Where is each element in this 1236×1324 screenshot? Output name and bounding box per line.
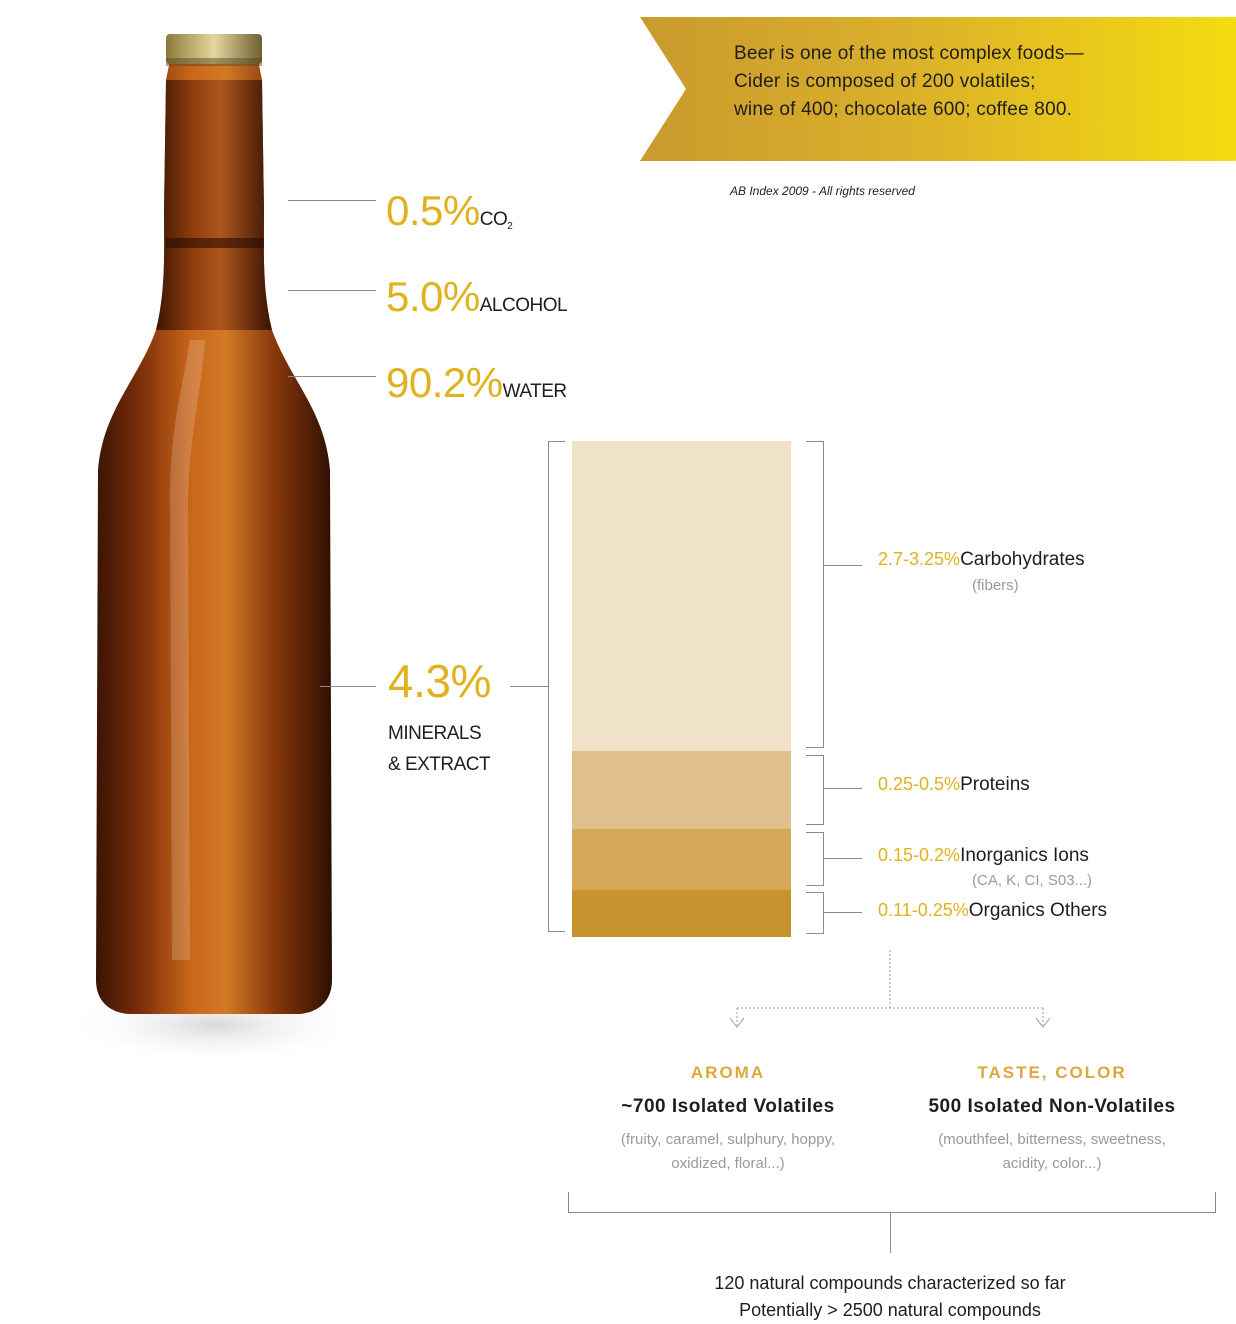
aroma-arrow-icon — [729, 1017, 745, 1028]
water-leader-line — [288, 376, 376, 377]
carbohydrates-bracket — [806, 441, 824, 748]
quote-banner — [640, 17, 1236, 161]
organics-range: 0.11-0.25% — [878, 900, 969, 920]
alcohol-label: ALCOHOL — [479, 295, 568, 316]
compounds-stem — [890, 1213, 891, 1253]
proteins-segment — [572, 751, 791, 829]
beer-bottle-image — [0, 0, 365, 1080]
co2-stat: 0.5%CO2 — [386, 187, 513, 234]
carbohydrates-segment — [572, 441, 791, 751]
beer-bottle-illustration — [65, 34, 365, 1065]
aroma-desc-line-2: oxidized, floral...) — [671, 1155, 785, 1172]
taste-arrow-icon — [1035, 1017, 1051, 1028]
taste-description: (mouthfeel, bitterness, sweetness, acidi… — [894, 1128, 1210, 1176]
water-stat: 90.2%WATER — [386, 362, 567, 404]
co2-label: CO — [479, 209, 508, 230]
compounds-line-2: Potentially > 2500 natural compounds — [739, 1300, 1041, 1320]
proteins-bracket — [806, 755, 824, 825]
inorganics-segment — [572, 829, 791, 890]
inorganics-range: 0.15-0.2% — [878, 845, 961, 865]
proteins-name: Proteins — [960, 774, 1030, 795]
extract-connector-line — [510, 686, 548, 687]
alcohol-value: 5.0% — [386, 273, 480, 320]
taste-count: 500 Isolated Non-Volatiles — [928, 1096, 1176, 1117]
inorganics-note: (CA, K, CI, S03...) — [972, 872, 1093, 889]
taste-desc-line-1: (mouthfeel, bitterness, sweetness, — [938, 1131, 1166, 1148]
copyright-credit: AB Index 2009 - All rights reserved — [730, 184, 915, 198]
inorganics-label: 0.15-0.2%Inorganics Ions — [878, 845, 1089, 867]
organics-bracket — [806, 892, 824, 934]
proteins-range: 0.25-0.5% — [878, 774, 961, 794]
extract-label: MINERALS & EXTRACT — [388, 718, 491, 780]
extract-leader-line — [320, 686, 376, 687]
extract-label-line-2: & EXTRACT — [388, 754, 491, 775]
co2-leader-line — [288, 200, 376, 201]
alcohol-leader-line — [288, 290, 376, 291]
alcohol-stat: 5.0%ALCOHOL — [386, 273, 568, 320]
taste-desc-line-2: acidity, color...) — [1002, 1155, 1102, 1172]
proteins-tick — [824, 788, 862, 789]
co2-value: 0.5% — [386, 187, 480, 234]
organics-tick — [824, 912, 862, 913]
aroma-desc-line-1: (fruity, caramel, sulphury, hoppy, — [620, 1131, 836, 1148]
banner-text: Beer is one of the most complex foods— C… — [734, 40, 1214, 124]
extract-value: 4.3% — [388, 655, 491, 707]
inorganics-name: Inorganics Ions — [960, 845, 1089, 866]
inorganics-bracket — [806, 832, 824, 886]
aroma-heading: AROMA — [690, 1063, 766, 1082]
carbohydrates-range: 2.7-3.25% — [878, 549, 961, 569]
carbohydrates-note: (fibers) — [972, 577, 1019, 594]
water-value: 90.2% — [386, 359, 503, 406]
compounds-bracket — [568, 1192, 1216, 1213]
aroma-count: ~700 Isolated Volatiles — [621, 1096, 835, 1117]
taste-heading: TASTE, COLOR — [977, 1063, 1127, 1082]
compounds-summary: 120 natural compounds characterized so f… — [570, 1270, 1210, 1324]
inorganics-tick — [824, 858, 862, 859]
banner-line-3: wine of 400; chocolate 600; coffee 800. — [734, 99, 1073, 120]
banner-line-2: Cider is composed of 200 volatiles; — [734, 71, 1036, 92]
carbohydrates-label: 2.7-3.25%Carbohydrates — [878, 549, 1085, 571]
carbohydrates-tick — [824, 565, 862, 566]
aroma-description: (fruity, caramel, sulphury, hoppy, oxidi… — [570, 1128, 886, 1176]
water-label: WATER — [502, 381, 568, 402]
extract-label-line-1: MINERALS — [388, 723, 482, 744]
organics-label: 0.11-0.25%Organics Others — [878, 900, 1107, 922]
organics-name: Organics Others — [968, 900, 1108, 921]
banner-line-1: Beer is one of the most complex foods— — [734, 43, 1084, 64]
co2-subscript: 2 — [507, 221, 513, 232]
organics-segment — [572, 890, 791, 937]
split-connector — [729, 950, 1051, 1028]
extract-bracket — [548, 441, 565, 932]
proteins-label: 0.25-0.5%Proteins — [878, 774, 1030, 796]
compounds-line-1: 120 natural compounds characterized so f… — [714, 1273, 1066, 1293]
carbohydrates-name: Carbohydrates — [960, 549, 1085, 570]
